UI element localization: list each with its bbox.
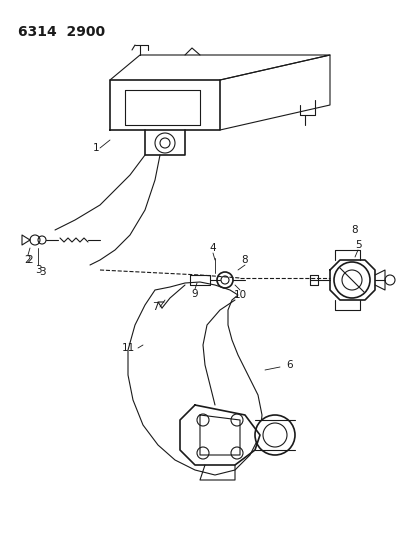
Circle shape — [217, 272, 233, 288]
Circle shape — [197, 414, 209, 426]
Circle shape — [231, 414, 243, 426]
Circle shape — [155, 133, 175, 153]
Text: 2: 2 — [25, 255, 31, 265]
Circle shape — [255, 415, 295, 455]
Text: 9: 9 — [192, 289, 198, 299]
Text: 2: 2 — [27, 255, 33, 265]
Text: 8: 8 — [352, 225, 358, 235]
Circle shape — [231, 447, 243, 459]
Text: 8: 8 — [242, 255, 248, 265]
Circle shape — [334, 262, 370, 298]
Text: 5: 5 — [355, 240, 361, 250]
Circle shape — [197, 447, 209, 459]
Text: 3: 3 — [39, 267, 45, 277]
Circle shape — [221, 276, 229, 284]
Text: 3: 3 — [35, 265, 41, 275]
Text: 6314  2900: 6314 2900 — [18, 25, 105, 39]
Text: 10: 10 — [233, 290, 246, 300]
Text: 1: 1 — [93, 143, 100, 153]
Text: 11: 11 — [121, 343, 135, 353]
Text: 6: 6 — [287, 360, 293, 370]
Text: 7: 7 — [152, 302, 158, 312]
Text: 4: 4 — [210, 243, 216, 253]
